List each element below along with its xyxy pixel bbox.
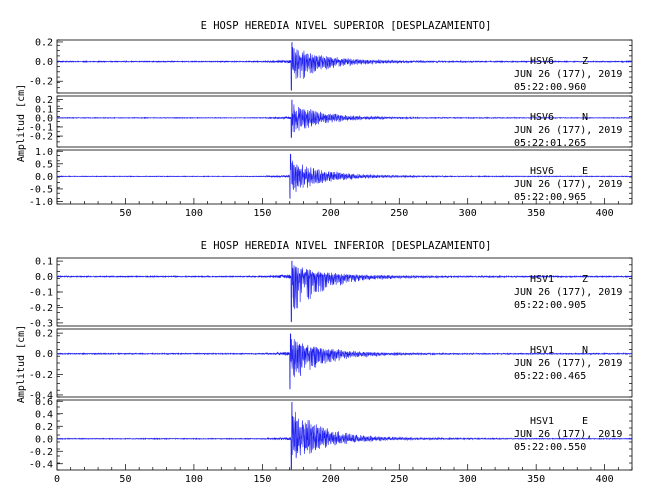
- component-label: N: [582, 345, 588, 356]
- date-label: JUN 26 (177), 2019: [514, 429, 622, 440]
- y-tick-label: -0.2: [29, 370, 53, 381]
- component-label: Z: [582, 274, 588, 285]
- x-tick-label: 300: [459, 474, 477, 485]
- upper-panel-title: E HOSP HEREDIA NIVEL SUPERIOR [DESPLAZAM…: [201, 20, 492, 32]
- y-tick-label: 1.0: [35, 147, 53, 158]
- upper-panel: E HOSP HEREDIA NIVEL SUPERIOR [DESPLAZAM…: [16, 20, 633, 219]
- time-label: 05:22:00.965: [514, 192, 586, 203]
- lower-y-axis-label: Amplitud [cm]: [16, 325, 27, 403]
- trace-infer-z: 0.1 0.0 -0.1 -0.2 -0.3 HSV1 Z JUN 26 (177), 201…: [29, 257, 633, 329]
- x-tick-label: 200: [322, 208, 340, 219]
- trace-infer-n: 0.2 0.0 -0.2 -0.4 HSV1 N JUN 26 (177), 2019 05:…: [29, 328, 633, 401]
- trace-infer-e: 0.60.4 0.20.0 -0.2-0.4 HSV1 E JUN 26 (177), 2…: [29, 397, 633, 471]
- x-tick-label: 150: [253, 474, 271, 485]
- lower-panel-title: E HOSP HEREDIA NIVEL INFERIOR [DESPLAZAM…: [201, 240, 492, 252]
- y-tick-label: -0.5: [29, 184, 53, 195]
- date-label: JUN 26 (177), 2019: [514, 69, 622, 80]
- waveform-line: [56, 41, 632, 91]
- waveform-line: [56, 401, 633, 470]
- upper-axes: 0.2 0.0 -0.2 HSV6 Z JUN 26 (177), 2019 05:22:0…: [29, 37, 633, 219]
- station-label: HSV1: [530, 274, 554, 285]
- y-tick-label: 0.4: [35, 409, 53, 420]
- y-tick-label: 0.1: [35, 257, 53, 268]
- x-tick-label: 0: [54, 474, 60, 485]
- y-tick-label: -0.2: [29, 132, 53, 143]
- y-tick-label: 0.0: [35, 434, 53, 445]
- y-tick-label: 0.0: [35, 349, 53, 360]
- x-tick-label: 100: [185, 208, 203, 219]
- trace-super-n: 0.20.10.0-0.1-0.2 HSV6 N JUN 26 (177), 2019…: [29, 95, 633, 149]
- x-tick-label: 400: [596, 474, 614, 485]
- waveform-line: [56, 99, 633, 139]
- date-label: JUN 26 (177), 2019: [514, 179, 622, 190]
- y-tick-label: -0.1: [29, 122, 53, 133]
- x-tick-label: 400: [596, 208, 614, 219]
- time-label: 05:22:00.465: [514, 371, 586, 382]
- component-label: E: [582, 166, 588, 177]
- station-label: HSV6: [530, 166, 554, 177]
- station-label: HSV1: [530, 345, 554, 356]
- waveform-line: [56, 333, 633, 390]
- station-label: HSV6: [530, 112, 554, 123]
- x-tick-label: 250: [390, 208, 408, 219]
- y-tick-label: 0.0: [35, 113, 53, 124]
- date-label: JUN 26 (177), 2019: [514, 358, 622, 369]
- x-tick-label: 100: [185, 474, 203, 485]
- x-tick-label: 200: [322, 474, 340, 485]
- y-tick-label: 0.1: [35, 104, 53, 115]
- x-tick-label: 50: [119, 474, 131, 485]
- time-label: 05:22:00.905: [514, 300, 586, 311]
- y-tick-label: -0.4: [29, 390, 53, 401]
- waveform-line: [56, 153, 632, 199]
- y-tick-label: 0.2: [35, 422, 53, 433]
- y-tick-label: -0.2: [29, 77, 53, 88]
- lower-panel: E HOSP HEREDIA NIVEL INFERIOR [DESPLAZAM…: [16, 240, 633, 485]
- x-tick-label: 250: [390, 474, 408, 485]
- x-axis: 0 50 100 150 200 250 300 350 400: [54, 464, 633, 485]
- x-tick-label: 300: [459, 208, 477, 219]
- x-tick-label: 150: [253, 208, 271, 219]
- x-tick-label: 350: [527, 474, 545, 485]
- station-label: HSV6: [530, 56, 554, 67]
- x-tick-label: 350: [527, 208, 545, 219]
- y-tick-label: 0.2: [35, 37, 53, 48]
- y-tick-label: -0.4: [29, 459, 53, 470]
- y-tick-label: -0.2: [29, 303, 53, 314]
- time-label: 05:22:01.265: [514, 138, 586, 149]
- time-label: 05:22:00.960: [514, 82, 586, 93]
- y-tick-label: -0.3: [29, 318, 53, 329]
- upper-y-axis-label: Amplitud [cm]: [16, 84, 27, 162]
- y-tick-label: 0.2: [35, 95, 53, 106]
- time-label: 05:22:00.550: [514, 442, 586, 453]
- y-tick-label: 0.0: [35, 272, 53, 283]
- y-tick-label: -0.2: [29, 447, 53, 458]
- component-label: Z: [582, 56, 588, 67]
- y-tick-label: 0.6: [35, 397, 53, 408]
- lower-axes: 0.1 0.0 -0.1 -0.2 -0.3 HSV1 Z JUN 26 (177), 201…: [29, 257, 633, 485]
- y-tick-label: -1.0: [29, 197, 53, 208]
- component-label: E: [582, 416, 588, 427]
- component-label: N: [582, 112, 588, 123]
- trace-super-z: 0.2 0.0 -0.2 HSV6 Z JUN 26 (177), 2019 05:22:0…: [29, 37, 633, 94]
- y-tick-label: -0.1: [29, 288, 53, 299]
- date-label: JUN 26 (177), 2019: [514, 125, 622, 136]
- y-tick-label: 0.2: [35, 329, 53, 340]
- station-label: HSV1: [530, 416, 554, 427]
- waveform-line: [56, 260, 633, 323]
- y-tick-label: 0.0: [35, 57, 53, 68]
- y-tick-label: 0.5: [35, 159, 53, 170]
- date-label: JUN 26 (177), 2019: [514, 287, 622, 298]
- x-tick-label: 50: [119, 208, 131, 219]
- y-tick-label: 0.0: [35, 172, 53, 183]
- x-axis: 50 100 150 200 250 300 350 400: [56, 198, 633, 219]
